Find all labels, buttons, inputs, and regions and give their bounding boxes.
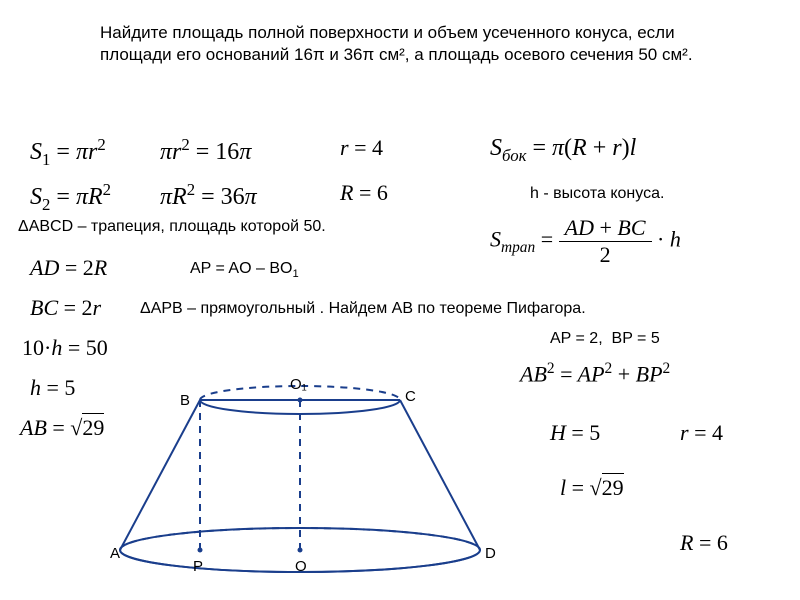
eq-abp: AB2 = AP2 + BP2 bbox=[520, 360, 670, 387]
eq-pr16: πr2 = 16π bbox=[160, 135, 251, 166]
eq-l29: l = √29 bbox=[560, 475, 624, 501]
eq-r4b: r = 4 bbox=[680, 420, 723, 446]
eq-apbp: AP = 2, BP = 5 bbox=[550, 330, 660, 348]
eq-strap: Sтрап = AD + BC 2 · h bbox=[490, 215, 681, 268]
eq-hnote: h - высота конуса. bbox=[530, 185, 664, 203]
eq-bc2r: BC = 2r bbox=[30, 295, 101, 321]
eq-R6b: R = 6 bbox=[680, 530, 728, 556]
eq-pr36: πR2 = 36π bbox=[160, 180, 257, 211]
pt-B: B bbox=[180, 392, 190, 409]
eq-trapnote: ΔABCD – трапеция, площадь которой 50. bbox=[18, 218, 326, 236]
eq-ap2: AP = 2, bbox=[550, 330, 603, 347]
eq-ab29: AB = √29 bbox=[20, 415, 104, 441]
pt-O1: O₁ bbox=[290, 376, 307, 393]
pt-A: A bbox=[110, 545, 120, 562]
eq-ad2r: AD = 2R bbox=[30, 255, 107, 281]
eq-10h: 10·h = 50 bbox=[22, 335, 108, 361]
cone-diagram bbox=[110, 370, 490, 580]
eq-H5: H = 5 bbox=[550, 420, 600, 446]
eq-r4: r = 4 bbox=[340, 135, 383, 161]
eq-apbnote: ΔAPB – прямоугольный . Найдем AB по теор… bbox=[140, 300, 586, 318]
eq-sbok: Sбок = π(R + r)l bbox=[490, 135, 636, 166]
pt-D: D bbox=[485, 545, 496, 562]
eq-R6: R = 6 bbox=[340, 180, 388, 206]
eq-s2: S2 = πR2 bbox=[30, 180, 111, 215]
eq-bp5: BP = 5 bbox=[612, 330, 660, 347]
slide-page: Найдите площадь полной поверхности и объ… bbox=[0, 0, 800, 600]
pt-P: P bbox=[193, 558, 203, 575]
eq-s1: S1 = πr2 bbox=[30, 135, 106, 170]
pt-C: C bbox=[405, 388, 416, 405]
eq-h5: h = 5 bbox=[30, 375, 75, 401]
eq-apeq: AP = AO – BO1 bbox=[190, 260, 299, 280]
pt-O: O bbox=[295, 558, 307, 575]
problem-statement: Найдите площадь полной поверхности и объ… bbox=[100, 22, 740, 66]
